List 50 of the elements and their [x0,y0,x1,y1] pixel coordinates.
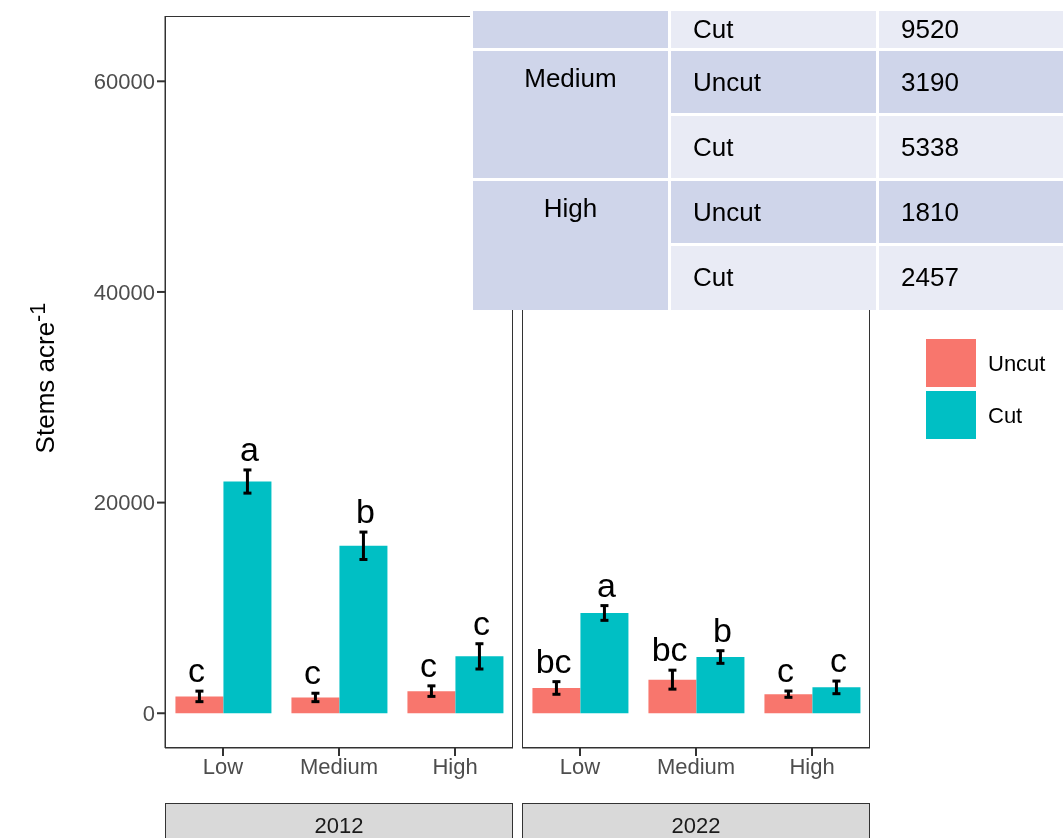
text: 2457 [877,244,1063,310]
x-tick-label: High [789,753,835,779]
text: 2012 [165,803,513,838]
annotation: Uncut [669,179,878,245]
annotation: bc [535,641,572,680]
text: 2022 [522,803,870,838]
annotation: Uncut [669,49,878,115]
annotation: c [188,651,206,690]
annotation: a [239,429,259,468]
legend-label: Uncut [988,351,1046,377]
bar [291,697,340,714]
annotation: Medium [471,49,670,180]
bar [455,656,504,714]
annotation: c [777,651,795,690]
bar [223,481,272,714]
annotation: bc [651,630,688,669]
y-tick-label: 40000 [93,279,155,305]
text: 5338 [877,114,1063,180]
y-tick-label: 20000 [93,490,155,516]
bar [696,657,745,714]
x-tick-label: Medium [299,753,379,779]
y-tick-label: 60000 [93,69,155,95]
bar [580,612,629,714]
annotation: Cut [669,9,878,50]
annotation: a [596,565,616,604]
bar [812,687,861,714]
x-tick-label: Low [559,753,601,779]
annotation: Cut [669,114,878,180]
text: 9520 [877,9,1063,50]
y-tick-label: 0 [142,701,155,727]
annotation: c [472,603,490,642]
annotation: High [471,179,670,310]
annotation: b [712,610,732,649]
bar [407,691,456,714]
x-tick-label: High [432,753,478,779]
x-tick-label: Low [202,753,244,779]
annotation: Cut [669,244,878,310]
bar [175,696,224,714]
annotation: c [304,653,322,692]
annotation: c [829,641,847,680]
annotation: b [355,492,375,531]
legend-label: Cut [988,403,1023,429]
text: 3190 [877,49,1063,115]
bar [532,687,581,714]
annotation: c [420,645,438,684]
text: 1810 [877,179,1063,245]
bar [339,545,388,714]
x-tick-label: Medium [656,753,736,779]
bar [648,679,697,714]
bar [764,694,813,714]
